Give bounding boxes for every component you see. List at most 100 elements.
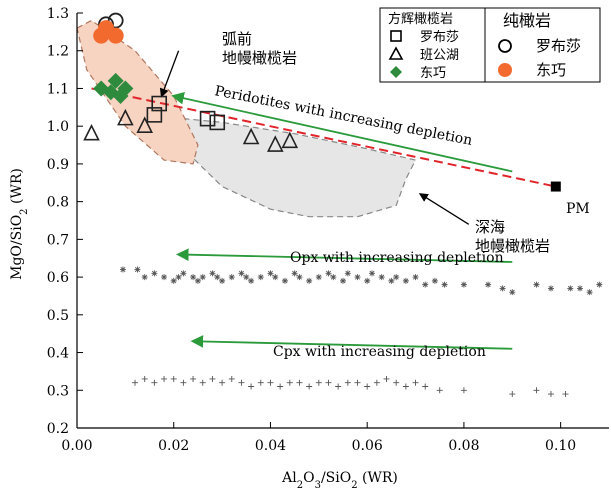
opx-point <box>199 274 206 281</box>
cpx-depletion-arrow <box>190 335 513 350</box>
opx-point <box>209 270 216 277</box>
x-tick-label: 0.10 <box>545 438 576 454</box>
opx-depletion-arrow <box>176 248 513 263</box>
harzburgite-luobusha-point <box>146 107 163 123</box>
cpx-point <box>248 383 255 390</box>
legend-diamond-filled-icon <box>390 66 402 78</box>
cpx-point <box>354 379 361 386</box>
opx-point <box>325 270 332 277</box>
cpx-point <box>219 379 226 386</box>
y-tick-label: 1.2 <box>47 44 69 60</box>
opx-point <box>267 270 274 277</box>
forearc-label-line2: 地幔橄榄岩 <box>222 49 297 67</box>
legend-box <box>379 7 601 83</box>
opx-point <box>586 289 593 296</box>
y-axis-label: MgO/SiO2 (WR) <box>9 168 30 280</box>
opx-point <box>393 274 400 281</box>
opx-point <box>248 277 255 284</box>
axes-layer: 0.2 0.3 0.4 0.5 0.6 0.7 0.8 0.9 1.0 1.1 1.2 1.3 0.00… <box>47 6 609 454</box>
cpx-point <box>267 379 274 386</box>
opx-point <box>354 274 361 281</box>
y-tick-label: 1.1 <box>47 81 69 97</box>
opx-point <box>412 274 419 281</box>
y-tick-label: 0.5 <box>47 308 69 324</box>
harzburgite-bangonghu-point <box>117 108 134 126</box>
opx-point <box>330 274 337 281</box>
harzburgite-bangonghu-point <box>136 116 154 133</box>
opx-point <box>547 285 554 292</box>
cpx-point <box>373 379 380 386</box>
cpx-point <box>422 383 429 390</box>
arrows-layer <box>159 50 513 350</box>
opx-point <box>499 285 506 292</box>
cpx-point <box>141 375 148 382</box>
cpx-point <box>238 379 245 386</box>
opx-point <box>369 270 376 277</box>
opx-point <box>364 277 371 284</box>
y-tick-label: 1.0 <box>47 119 69 135</box>
legend-group2-title: 纯橄岩 <box>503 11 551 30</box>
opx-point <box>180 270 187 277</box>
cpx-point <box>132 379 139 386</box>
cpx-point <box>306 383 313 390</box>
cpx-point <box>190 375 197 382</box>
forearc-peridotite-field <box>76 19 199 165</box>
opx-point <box>378 274 385 281</box>
opx-point <box>238 270 245 277</box>
x-tick-label: 0.08 <box>448 438 479 454</box>
cpx-point <box>402 383 409 390</box>
opx-point <box>431 277 438 284</box>
dunite-luobusha-point <box>107 12 124 29</box>
cpx-point <box>344 379 351 386</box>
cpx-point <box>161 375 168 382</box>
cpx-point <box>296 379 303 386</box>
opx-point <box>151 270 158 277</box>
opx-point <box>596 281 603 288</box>
harzburgite-bangonghu-point <box>242 127 260 145</box>
cpx-point <box>460 387 467 394</box>
dunite-dongqiao-point <box>107 27 124 44</box>
opx-point <box>306 277 313 284</box>
x-axis-label: Al2O3/SiO2 (WR) <box>281 470 398 490</box>
cpx-point <box>315 379 322 386</box>
cpx-point <box>436 387 443 394</box>
legend-group1-item-3: 东巧 <box>420 66 446 81</box>
opx-point <box>161 274 168 281</box>
pm-point <box>550 181 561 192</box>
y-tick-label: 0.6 <box>47 270 69 286</box>
legend-group1-item-1: 罗布莎 <box>420 30 459 45</box>
opx-point <box>340 277 346 284</box>
cpx-point <box>547 391 554 398</box>
cpx-point <box>364 383 371 390</box>
opx-cpx-layer <box>119 266 603 398</box>
cpx-point <box>170 375 177 382</box>
cpx-point <box>393 379 400 386</box>
abyssal-pointer-arrow <box>418 193 470 225</box>
cpx-point <box>533 387 540 394</box>
harzburgite-luobusha-point <box>151 95 168 112</box>
abyssal-label-line2: 地幔橄榄岩 <box>475 237 550 255</box>
opx-point <box>281 277 288 284</box>
legend-group1-item-2: 班公湖 <box>420 48 459 63</box>
legend-circle-open-icon <box>498 39 512 53</box>
y-tick-label: 1.3 <box>47 6 69 22</box>
cpx-point <box>209 375 216 382</box>
legend-group2-item-1: 罗布莎 <box>536 37 581 55</box>
harzburgite-bangonghu-point <box>281 131 299 149</box>
opx-point <box>576 285 583 292</box>
opx-point <box>190 274 197 281</box>
opx-point <box>119 266 126 273</box>
legend: 方辉橄榄岩 罗布莎 班公湖 东巧 纯橄岩 罗布莎 东巧 <box>379 7 601 83</box>
opx-point <box>257 274 264 281</box>
opx-point <box>509 289 516 296</box>
harzburgite-dongqiao-point <box>107 72 124 89</box>
opx-point <box>175 274 182 281</box>
y-tick-label: 0.7 <box>47 232 69 248</box>
opx-point <box>567 285 574 292</box>
y-tick-label: 0.3 <box>47 383 69 399</box>
opx-point <box>460 281 467 288</box>
cpx-point <box>325 379 332 386</box>
opx-point <box>194 277 201 284</box>
abyssal-peridotite-field <box>182 118 417 218</box>
